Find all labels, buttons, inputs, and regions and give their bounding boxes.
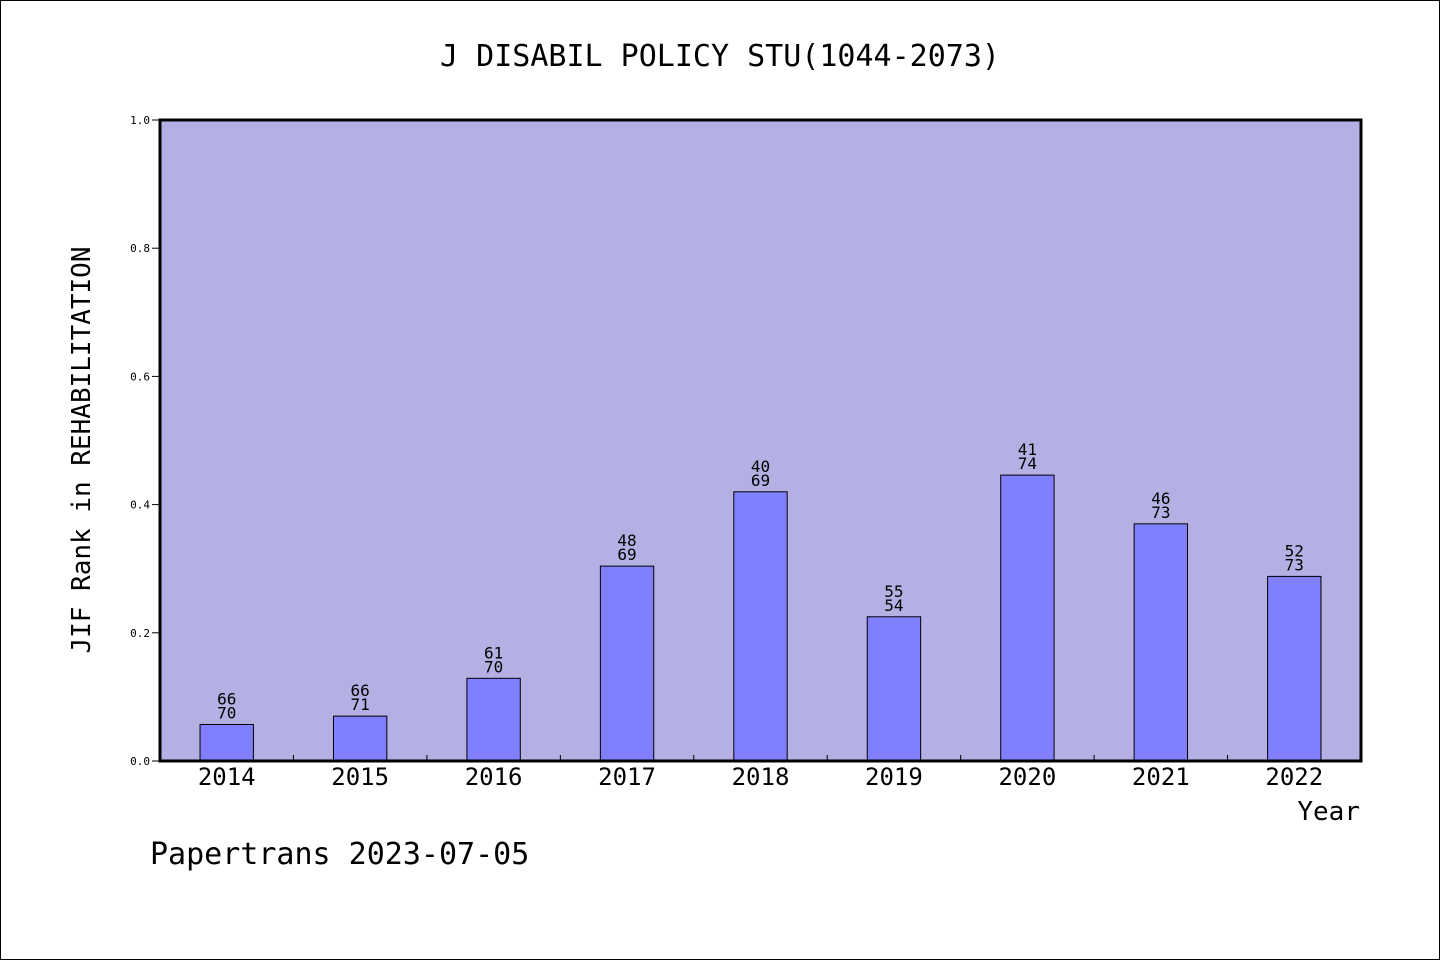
bar-label-total-2014: 70: [217, 703, 236, 722]
bar-label-total-2020: 74: [1018, 454, 1037, 473]
bar-2018: [733, 491, 788, 762]
bar-label-total-2016: 70: [484, 657, 503, 676]
x-tick-label-2021: 2021: [1132, 763, 1190, 791]
bar-2022: [1267, 575, 1322, 762]
x-tick-label-2022: 2022: [1265, 763, 1323, 791]
bar-2021: [1133, 523, 1189, 762]
footer-credit: Papertrans 2023-07-05: [150, 837, 529, 872]
x-tick-label-2018: 2018: [732, 763, 790, 791]
bar-label-rank-2017: 48: [617, 531, 636, 550]
bar-label-total-2022: 73: [1285, 555, 1304, 574]
bar-label-rank-2019: 55: [884, 582, 903, 601]
bar-2015: [332, 715, 388, 762]
y-tick-label: 0.6: [130, 370, 150, 383]
x-tick-label-2019: 2019: [865, 763, 923, 791]
bar-2017: [599, 565, 655, 762]
chart-title: J DISABIL POLICY STU(1044-2073): [440, 39, 1000, 74]
bar-label-rank-2014: 66: [217, 689, 236, 708]
x-tick-label-2020: 2020: [998, 763, 1056, 791]
x-tick-label-2017: 2017: [598, 763, 656, 791]
bar-2020: [1000, 474, 1055, 762]
bar-label-rank-2022: 52: [1285, 541, 1304, 560]
bar-label-total-2017: 69: [617, 545, 636, 564]
x-tick-label-2016: 2016: [465, 763, 523, 791]
bar-2019: [866, 616, 922, 762]
x-tick-label-2014: 2014: [198, 763, 256, 791]
y-tick-label: 0.0: [130, 755, 150, 768]
bar-label-total-2018: 69: [751, 471, 770, 490]
plot-border: [158, 118, 1363, 763]
y-tick-label: 0.2: [130, 627, 150, 640]
x-tick-label-2015: 2015: [331, 763, 389, 791]
bar-2016: [466, 677, 521, 762]
bar-label-rank-2018: 40: [751, 457, 770, 476]
bars-layer: [199, 474, 1322, 762]
bar-2014: [199, 723, 254, 762]
bar-label-rank-2020: 41: [1018, 440, 1037, 459]
x-axis-ticks: 2014 2015 2016 2017 2018 2019 2020 2021 2022: [198, 755, 1323, 791]
y-axis-ticks: 0.0 0.2 0.4 0.6 0.8 1.0: [130, 114, 160, 768]
y-tick-label: 0.8: [130, 242, 150, 255]
y-tick-label: 0.4: [130, 499, 150, 512]
y-axis-label: JIF Rank in REHABILITATION: [67, 247, 97, 654]
bar-label-total-2019: 54: [884, 596, 903, 615]
bar-label-rank-2015: 66: [351, 681, 370, 700]
y-tick-label: 1.0: [130, 114, 150, 127]
bar-label-total-2021: 73: [1151, 503, 1170, 522]
bar-label-total-2015: 71: [351, 695, 370, 714]
bar-label-rank-2016: 61: [484, 643, 503, 662]
x-axis-label: Year: [1297, 797, 1360, 827]
bar-label-rank-2021: 46: [1151, 489, 1170, 508]
